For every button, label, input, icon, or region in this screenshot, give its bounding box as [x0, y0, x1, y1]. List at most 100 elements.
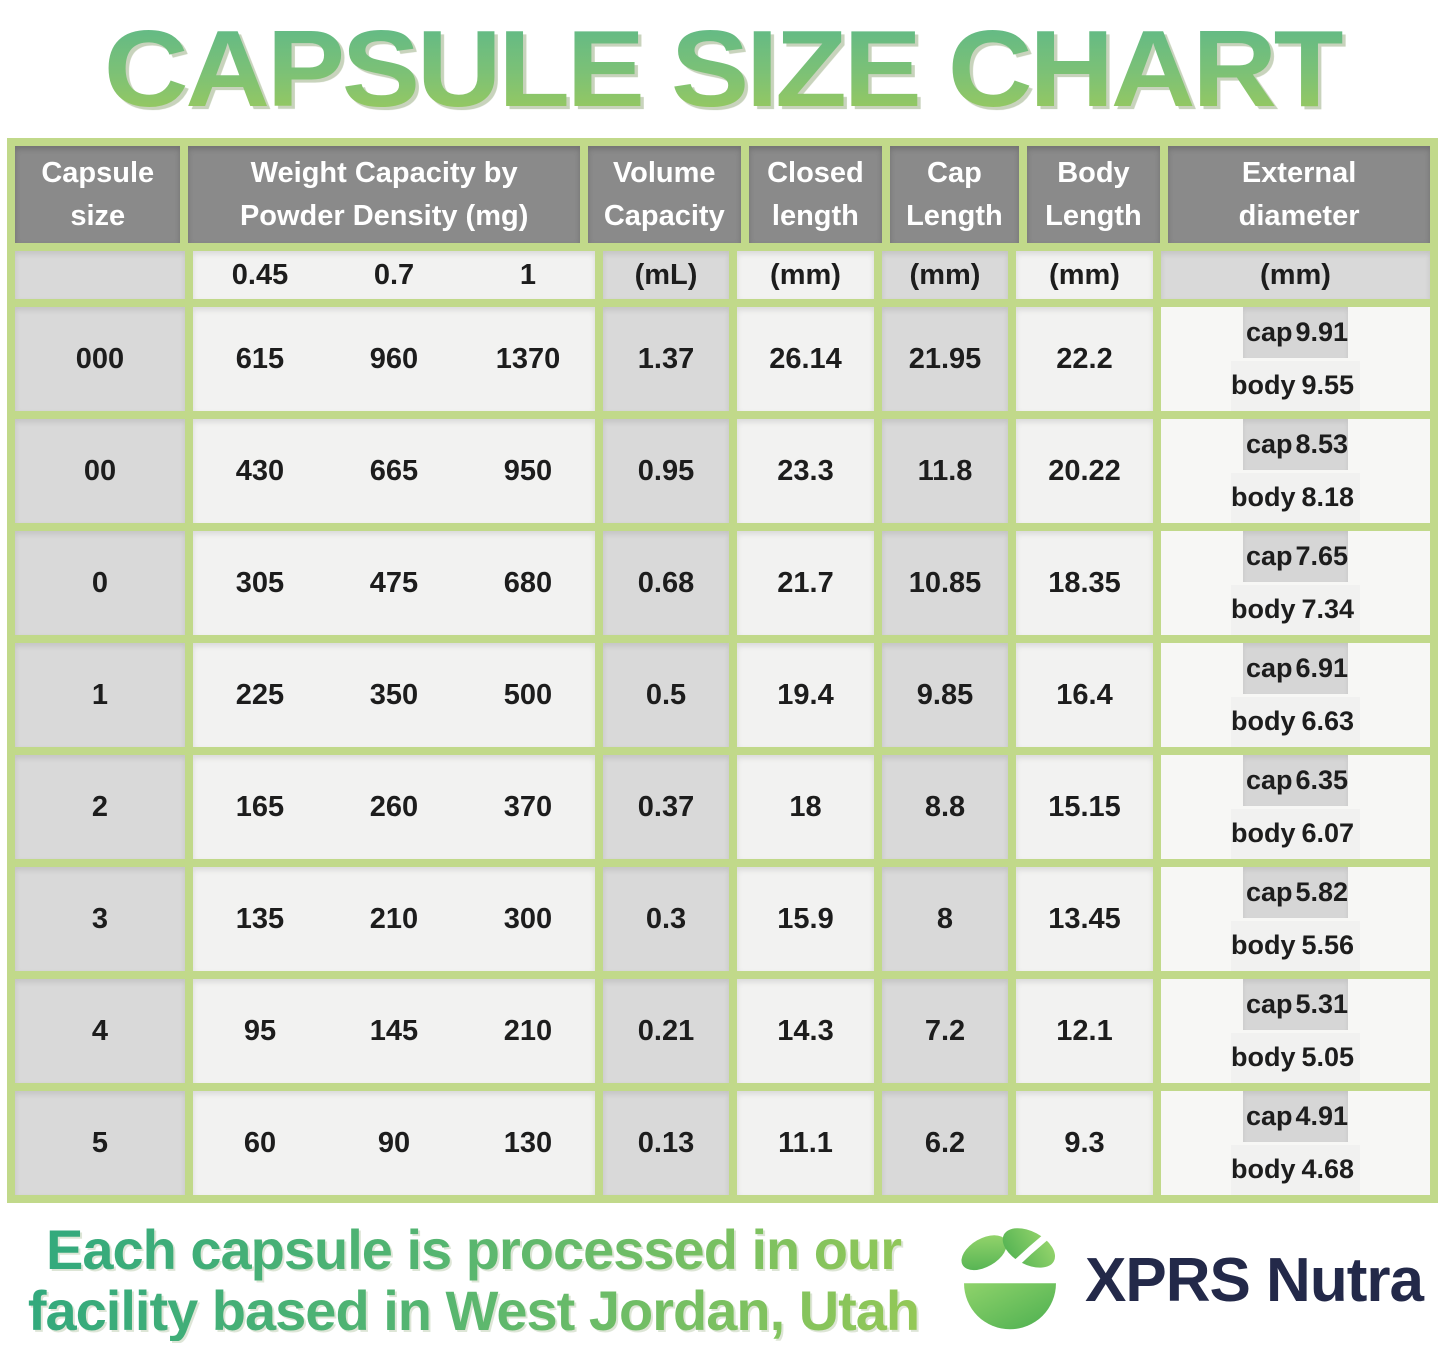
cap-label: cap [1245, 876, 1293, 907]
body-diameter-value: 6.63 [1301, 706, 1355, 737]
body-label: body [1231, 1154, 1296, 1185]
subheader-cap-unit: (mm) [882, 251, 1008, 299]
header-capsule-size: Capsule size [15, 146, 181, 243]
external-body-band: body 9.55 [1231, 360, 1360, 411]
body-length-cell: 20.22 [1016, 419, 1153, 523]
weight-at-045: 305 [235, 566, 285, 599]
cap-label: cap [1245, 652, 1293, 683]
external-cap-band: cap 5.31 [1242, 979, 1349, 1030]
weight-at-045: 430 [235, 454, 285, 487]
volume-capacity-cell: 0.68 [603, 531, 729, 635]
external-diameter-cell: cap 9.91 body 9.55 [1161, 307, 1430, 411]
cap-length-cell: 8 [882, 867, 1008, 971]
footer: Each capsule is processed in our facilit… [0, 1203, 1445, 1358]
body-length-cell: 15.15 [1016, 755, 1153, 859]
closed-length-cell: 14.3 [737, 979, 874, 1083]
external-body-band: body 5.05 [1231, 1032, 1360, 1083]
cap-diameter-value: 4.91 [1295, 1100, 1349, 1131]
title-bar: CAPSULE SIZE CHART [0, 0, 1445, 138]
body-label: body [1231, 1042, 1296, 1073]
body-label: body [1231, 370, 1296, 401]
weight-at-045: 165 [235, 790, 285, 823]
weight-at-1: 370 [503, 790, 553, 823]
body-diameter-value: 7.34 [1301, 594, 1355, 625]
body-label: body [1231, 930, 1296, 961]
volume-capacity-cell: 0.3 [603, 867, 729, 971]
cap-label: cap [1245, 316, 1293, 347]
weight-capacity-cell: 95 145 210 [193, 979, 595, 1083]
closed-length-cell: 18 [737, 755, 874, 859]
weight-at-045: 60 [243, 1126, 277, 1159]
weight-at-1: 300 [503, 902, 553, 935]
weight-at-1: 210 [503, 1014, 553, 1047]
cap-diameter-value: 6.91 [1295, 652, 1349, 683]
capsule-size-table: Capsule size Weight Capacity by Powder D… [7, 138, 1438, 1203]
subheader-closed-unit: (mm) [737, 251, 874, 299]
external-diameter-cell: cap 5.31 body 5.05 [1161, 979, 1430, 1083]
header-cap-length: Cap Length [890, 146, 1019, 243]
cap-length-cell: 11.8 [882, 419, 1008, 523]
cap-diameter-value: 5.31 [1295, 988, 1349, 1019]
closed-length-cell: 15.9 [737, 867, 874, 971]
body-diameter-value: 8.18 [1301, 482, 1355, 513]
weight-at-07: 260 [369, 790, 419, 823]
capsule-size-cell: 000 [15, 307, 185, 411]
capsule-size-cell: 4 [15, 979, 185, 1083]
body-label: body [1231, 818, 1296, 849]
volume-capacity-cell: 0.21 [603, 979, 729, 1083]
volume-capacity-cell: 1.37 [603, 307, 729, 411]
external-diameter-cell: cap 5.82 body 5.56 [1161, 867, 1430, 971]
table-row: 00 430 665 950 0.95 23.3 11.8 20.22 cap … [15, 419, 1430, 523]
cap-diameter-value: 8.53 [1295, 428, 1349, 459]
table-row: 3 135 210 300 0.3 15.9 8 13.45 cap 5.82 … [15, 867, 1430, 971]
body-diameter-value: 9.55 [1301, 370, 1355, 401]
table-row: 4 95 145 210 0.21 14.3 7.2 12.1 cap 5.31… [15, 979, 1430, 1083]
weight-at-07: 350 [369, 678, 419, 711]
table-row: 2 165 260 370 0.37 18 8.8 15.15 cap 6.35… [15, 755, 1430, 859]
weight-capacity-cell: 225 350 500 [193, 643, 595, 747]
body-length-cell: 22.2 [1016, 307, 1153, 411]
cap-diameter-value: 9.91 [1295, 316, 1349, 347]
table-row: 5 60 90 130 0.13 11.1 6.2 9.3 cap 4.91 b… [15, 1091, 1430, 1195]
footer-tagline-line1: Each capsule is processed in our [45, 1218, 901, 1282]
closed-length-cell: 11.1 [737, 1091, 874, 1195]
cap-diameter-value: 6.35 [1295, 764, 1349, 795]
body-diameter-value: 6.07 [1301, 818, 1355, 849]
density-045: 0.45 [231, 258, 289, 291]
table-row: 000 615 960 1370 1.37 26.14 21.95 22.2 c… [15, 307, 1430, 411]
cap-length-cell: 10.85 [882, 531, 1008, 635]
body-length-cell: 9.3 [1016, 1091, 1153, 1195]
body-label: body [1231, 594, 1296, 625]
external-diameter-cell: cap 7.65 body 7.34 [1161, 531, 1430, 635]
leaf-bowl-logo-icon [951, 1222, 1069, 1339]
cap-label: cap [1245, 1100, 1293, 1131]
weight-capacity-cell: 60 90 130 [193, 1091, 595, 1195]
external-cap-band: cap 9.91 [1242, 307, 1349, 358]
cap-length-cell: 7.2 [882, 979, 1008, 1083]
weight-at-07: 210 [369, 902, 419, 935]
subheader-external-unit: (mm) [1161, 251, 1430, 299]
table-header-row: Capsule size Weight Capacity by Powder D… [15, 146, 1430, 243]
body-diameter-value: 5.56 [1301, 930, 1355, 961]
capsule-size-cell: 5 [15, 1091, 185, 1195]
subheader-capsule-size-blank [15, 251, 185, 299]
capsule-size-cell: 00 [15, 419, 185, 523]
header-closed-length: Closed length [748, 146, 883, 243]
body-length-cell: 13.45 [1016, 867, 1153, 971]
weight-at-1: 500 [503, 678, 553, 711]
density-07: 0.7 [373, 258, 415, 291]
table-row: 1 225 350 500 0.5 19.4 9.85 16.4 cap 6.9… [15, 643, 1430, 747]
table-units-row: 0.45 0.7 1 (mL) (mm) (mm) (mm) (mm) [15, 251, 1430, 299]
brand-name: XPRS Nutra [1085, 1246, 1424, 1315]
closed-length-cell: 23.3 [737, 419, 874, 523]
body-label: body [1231, 482, 1296, 513]
table-row: 0 305 475 680 0.68 21.7 10.85 18.35 cap … [15, 531, 1430, 635]
capsule-size-cell: 2 [15, 755, 185, 859]
body-length-cell: 18.35 [1016, 531, 1153, 635]
cap-label: cap [1245, 764, 1293, 795]
cap-label: cap [1245, 428, 1293, 459]
capsule-size-cell: 3 [15, 867, 185, 971]
weight-at-1: 680 [503, 566, 553, 599]
footer-tagline: Each capsule is processed in our facilit… [6, 1220, 941, 1341]
external-body-band: body 4.68 [1231, 1144, 1360, 1195]
